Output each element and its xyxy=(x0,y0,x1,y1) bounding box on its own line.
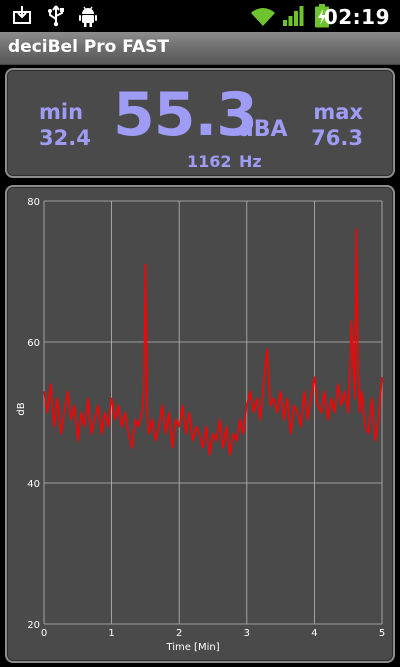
y-axis-label: dB xyxy=(16,402,27,415)
y-tick-label: 40 xyxy=(27,479,40,490)
level-unit: dBA xyxy=(238,117,288,142)
x-tick-label: 3 xyxy=(244,628,250,639)
android-debug-icon xyxy=(78,5,98,31)
wifi-icon xyxy=(250,6,276,30)
x-axis-label: Time [Min] xyxy=(165,642,219,653)
battery-charging-icon xyxy=(314,4,330,32)
x-tick-label: 2 xyxy=(176,628,182,639)
frequency-unit: Hz xyxy=(239,152,262,171)
x-tick-label: 1 xyxy=(108,628,114,639)
status-bar: 02:19 xyxy=(0,0,400,32)
x-tick-label: 5 xyxy=(379,628,385,639)
x-tick-label: 4 xyxy=(311,628,317,639)
current-level-value: 55.3 xyxy=(113,80,258,150)
history-chart-panel: 0 1 2 3 4 5 20 40 60 80 Time [Min] dB xyxy=(5,185,395,663)
max-label: max xyxy=(313,100,363,124)
app-title-bar: deciBel Pro FAST xyxy=(0,32,400,65)
signal-icon xyxy=(282,6,304,30)
app-title: deciBel Pro FAST xyxy=(8,37,169,57)
level-history-chart: 0 1 2 3 4 5 20 40 60 80 Time [Min] dB xyxy=(16,197,385,653)
y-tick-label: 60 xyxy=(27,338,40,349)
frequency-value: 1162 xyxy=(187,152,232,171)
level-series-line xyxy=(43,228,383,456)
clock: 02:19 xyxy=(323,5,390,29)
level-meter-panel: min 32.4 55.3 dBA 1162 Hz max 76.3 xyxy=(5,68,395,178)
min-label: min xyxy=(39,100,84,124)
min-value: 32.4 xyxy=(39,126,91,150)
y-tick-label: 20 xyxy=(27,620,40,631)
max-value: 76.3 xyxy=(311,126,363,150)
x-tick-label: 0 xyxy=(41,628,47,639)
y-tick-label: 80 xyxy=(27,197,40,208)
download-icon xyxy=(12,5,32,29)
usb-icon xyxy=(46,5,66,31)
